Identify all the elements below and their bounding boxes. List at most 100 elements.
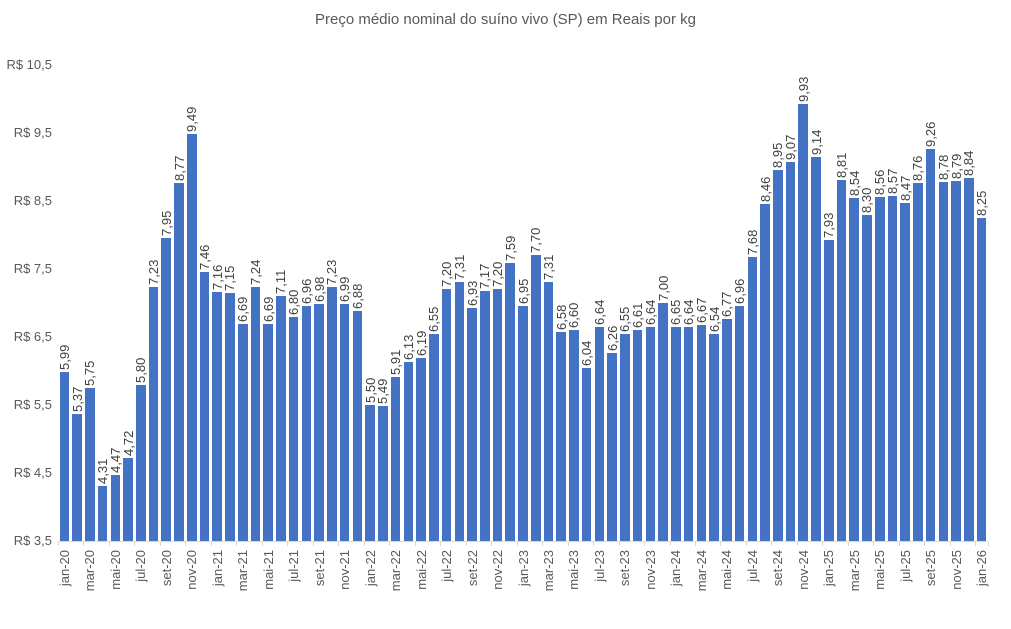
bar bbox=[900, 203, 910, 541]
bar bbox=[365, 405, 375, 541]
x-axis-tick-mark bbox=[567, 542, 569, 546]
x-axis-tick-mark bbox=[389, 542, 391, 546]
x-axis-tick-text: mai-23 bbox=[566, 550, 582, 590]
y-axis-tick-label: R$ 8,5 bbox=[13, 193, 52, 208]
bar bbox=[161, 238, 172, 541]
x-axis-tick-text: set-21 bbox=[311, 550, 327, 587]
x-axis-tick-text: set-24 bbox=[770, 550, 786, 587]
bar-value-text: 6,69 bbox=[260, 296, 276, 323]
y-axis-tick-label: R$ 10,5 bbox=[6, 57, 52, 72]
x-axis-tick-text: jul-20 bbox=[133, 550, 149, 582]
x-axis-tick-text: set-22 bbox=[464, 550, 480, 587]
bar-value-text: 7,24 bbox=[247, 259, 263, 285]
x-axis-tick-mark bbox=[159, 542, 161, 546]
y-axis-tick-label: R$ 9,5 bbox=[13, 125, 52, 140]
bar-value-text: 6,04 bbox=[579, 340, 595, 367]
bar-value-text: 8,78 bbox=[935, 154, 951, 180]
bar-value-text: 6,67 bbox=[693, 298, 709, 324]
bar-value-text: 5,49 bbox=[375, 378, 391, 404]
x-axis-tick-text: jul-24 bbox=[744, 550, 760, 582]
x-axis-tick-mark bbox=[618, 542, 620, 546]
x-axis-tick-mark bbox=[185, 542, 187, 546]
bar-value-text: 6,60 bbox=[566, 302, 582, 329]
bar bbox=[148, 287, 159, 541]
x-axis-tick-mark bbox=[873, 542, 875, 546]
x-axis-tick-text: jan-23 bbox=[515, 550, 531, 587]
x-axis-line bbox=[58, 541, 988, 542]
x-axis-tick-text: jan-26 bbox=[974, 550, 990, 587]
bar bbox=[85, 388, 95, 541]
bar-value-text: 5,75 bbox=[82, 360, 98, 386]
x-axis-tick-text: set-20 bbox=[158, 550, 174, 587]
x-axis-tick-mark bbox=[440, 542, 442, 546]
x-axis-tick-text: jan-24 bbox=[668, 550, 684, 587]
x-axis-tick-mark bbox=[287, 542, 289, 546]
bar-value-text: 6,96 bbox=[732, 278, 748, 304]
bar-value-text: 6,13 bbox=[400, 334, 416, 361]
bar-value-text: 8,77 bbox=[171, 155, 187, 181]
x-axis-tick-mark bbox=[338, 542, 340, 546]
x-axis-tick-mark bbox=[542, 542, 544, 546]
x-axis-tick-mark bbox=[644, 542, 646, 546]
bar-value-text: 7,20 bbox=[490, 262, 506, 288]
bar-value-text: 5,37 bbox=[69, 386, 85, 412]
x-axis-tick-text: nov-25 bbox=[948, 550, 964, 590]
bar-value-text: 8,46 bbox=[757, 176, 773, 202]
bar-value-text: 9,14 bbox=[808, 130, 824, 156]
bar-value-text: 6,69 bbox=[235, 296, 251, 323]
x-axis-tick-text: mai-21 bbox=[260, 550, 276, 590]
bar-value-text: 6,19 bbox=[413, 330, 429, 357]
x-axis-tick-text: nov-20 bbox=[184, 550, 200, 590]
bar bbox=[925, 149, 936, 541]
bar-value-text: 4,47 bbox=[107, 447, 123, 474]
bar bbox=[263, 324, 273, 541]
bar-value-text: 5,99 bbox=[56, 344, 72, 370]
x-axis-tick-text: mar-21 bbox=[235, 550, 251, 592]
bar bbox=[250, 286, 261, 541]
x-axis-tick-text: jan-25 bbox=[821, 550, 837, 587]
bar bbox=[97, 485, 108, 541]
bar bbox=[276, 295, 286, 541]
bar bbox=[123, 458, 133, 541]
x-axis-tick-text: set-25 bbox=[923, 550, 939, 587]
x-axis-tick-text: mar-22 bbox=[388, 550, 404, 592]
x-axis-tick-mark bbox=[898, 542, 900, 546]
bar bbox=[849, 198, 860, 541]
bar-value-text: 7,95 bbox=[158, 211, 174, 237]
x-axis-tick-mark bbox=[491, 542, 493, 546]
bar bbox=[416, 358, 426, 541]
bar-value-text: 8,76 bbox=[910, 156, 926, 182]
bar bbox=[225, 292, 235, 541]
bar-value-text: 7,31 bbox=[451, 254, 467, 280]
bar bbox=[747, 256, 758, 541]
bar-value-text: 7,59 bbox=[502, 235, 518, 261]
bar bbox=[671, 326, 681, 541]
bar bbox=[556, 331, 566, 541]
bar-value-text: 6,88 bbox=[349, 283, 365, 310]
bar-value-text: 7,23 bbox=[146, 260, 162, 286]
x-axis-tick-text: mai-25 bbox=[872, 550, 888, 590]
bar-value-text: 5,80 bbox=[133, 357, 149, 383]
bar bbox=[976, 218, 987, 541]
y-axis-tick-label: R$ 3,5 bbox=[13, 533, 52, 548]
bar bbox=[378, 405, 388, 541]
x-axis-tick-text: mar-20 bbox=[82, 550, 98, 592]
y-axis-tick-label: R$ 5,5 bbox=[13, 397, 52, 412]
bar bbox=[951, 181, 961, 541]
x-axis-tick-text: mai-22 bbox=[413, 550, 429, 590]
bar bbox=[913, 183, 923, 541]
bar bbox=[785, 162, 796, 541]
bar bbox=[505, 262, 516, 541]
bar-value-text: 6,64 bbox=[642, 300, 658, 326]
x-axis-tick-mark bbox=[83, 542, 85, 546]
bar-value-text: 6,95 bbox=[515, 279, 531, 305]
x-axis-tick-mark bbox=[108, 542, 110, 546]
bar bbox=[479, 291, 490, 541]
bar bbox=[352, 311, 363, 541]
bar bbox=[237, 324, 248, 541]
x-axis-tick-mark bbox=[822, 542, 824, 546]
x-axis-tick-text: mai-24 bbox=[719, 550, 735, 590]
bar bbox=[199, 271, 210, 541]
x-axis-tick-mark bbox=[771, 542, 773, 546]
bar-value-text: 9,26 bbox=[923, 122, 939, 148]
